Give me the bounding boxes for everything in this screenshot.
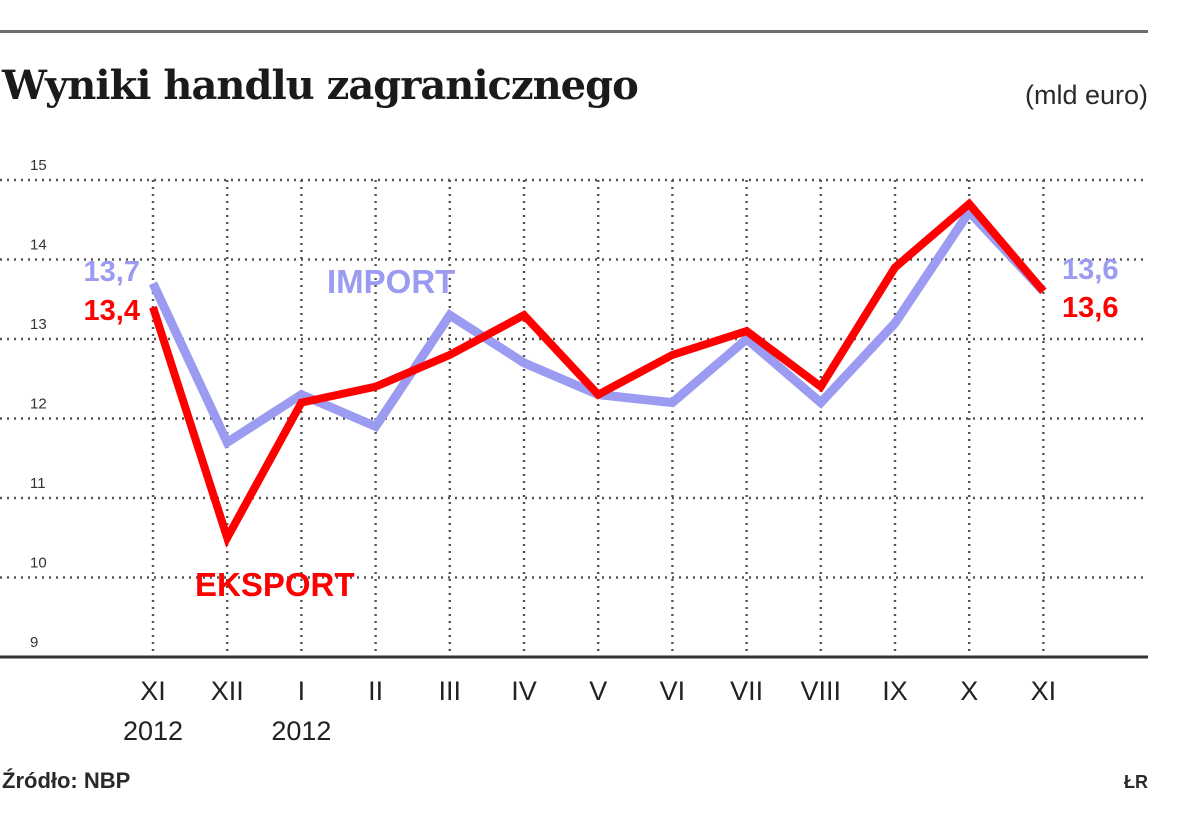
x-tick-label: IV	[511, 676, 537, 706]
y-tick-label: 15	[30, 157, 47, 174]
unit-label: (mld euro)	[1024, 80, 1148, 110]
eksport-series-label: EKSPORT	[195, 566, 355, 603]
import-start-label: 13,7	[84, 256, 140, 288]
credit-mark: ŁR	[1124, 772, 1148, 792]
x-tick-label: VI	[660, 676, 686, 706]
x-tick-label: XI	[1031, 676, 1057, 706]
source-note: Źródło: NBP	[2, 768, 131, 793]
x-tick-label: XI	[140, 676, 166, 706]
x-tick-label: II	[368, 676, 383, 706]
x-tick-label: I	[298, 676, 306, 706]
y-tick-label: 10	[30, 555, 47, 572]
series-lines	[148, 198, 1047, 548]
x-tick-label: VIII	[801, 676, 842, 706]
import-end-label: 13,6	[1062, 254, 1118, 286]
x-tick-label: V	[589, 676, 607, 706]
series-labels: 13,7 13,4 13,6 13,6 IMPORT EKSPORT	[84, 254, 1119, 603]
chart-grid	[0, 178, 1148, 659]
x-tick-label: IX	[882, 676, 908, 706]
y-tick-label: 12	[30, 396, 47, 413]
x-tick-label: XII	[211, 676, 244, 706]
import-series-label: IMPORT	[327, 263, 455, 300]
y-axis-ticks: 9 10 11 12 13 14 15	[30, 157, 47, 651]
eksport-start-label: 13,4	[84, 295, 140, 327]
x-tick-label: III	[439, 676, 462, 706]
y-tick-label: 13	[30, 316, 47, 333]
eksport-end-label: 13,6	[1062, 292, 1118, 324]
x-year-label: 2012	[271, 716, 331, 746]
chart-title: Wyniki handlu zagranicznego	[2, 62, 639, 109]
x-tick-label: X	[960, 676, 978, 706]
top-rule	[0, 30, 1148, 33]
x-year-label: 2012	[123, 716, 183, 746]
y-tick-label: 9	[30, 634, 38, 651]
y-tick-label: 11	[30, 475, 46, 492]
x-tick-label: VII	[730, 676, 763, 706]
y-tick-label: 14	[30, 237, 47, 254]
